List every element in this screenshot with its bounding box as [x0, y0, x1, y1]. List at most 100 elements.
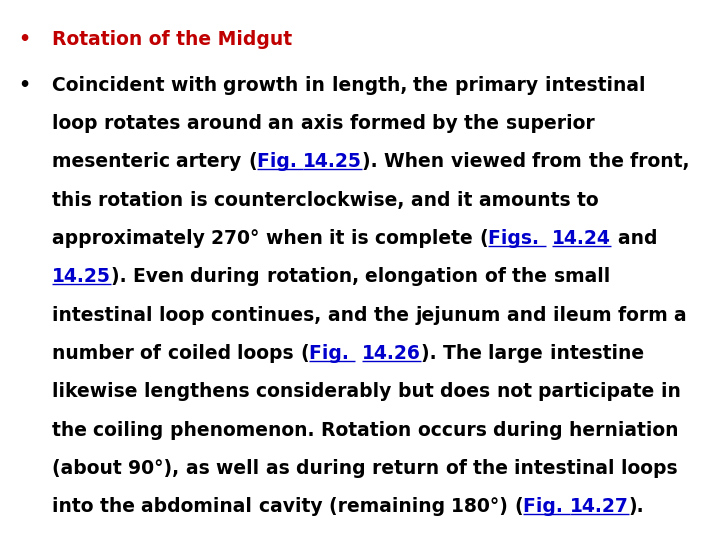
- Text: the: the: [589, 152, 630, 171]
- Text: ).: ).: [420, 344, 443, 363]
- Text: jejunum: jejunum: [415, 306, 507, 325]
- Text: the: the: [413, 76, 455, 94]
- Text: does: does: [440, 382, 497, 401]
- Text: the: the: [473, 459, 515, 478]
- Text: ileum: ileum: [553, 306, 618, 325]
- Text: complete: complete: [375, 229, 480, 248]
- Text: by: by: [432, 114, 464, 133]
- Text: in: in: [661, 382, 688, 401]
- Text: an: an: [269, 114, 301, 133]
- Text: phenomenon.: phenomenon.: [170, 421, 321, 440]
- Text: of: of: [485, 267, 512, 286]
- Text: around: around: [186, 114, 269, 133]
- Text: and: and: [411, 191, 456, 210]
- Text: Fig.: Fig.: [523, 497, 570, 516]
- Text: loop: loop: [52, 114, 104, 133]
- Text: with: with: [171, 76, 223, 94]
- Text: the: the: [52, 421, 94, 440]
- Text: 14.25: 14.25: [52, 267, 111, 286]
- Text: •: •: [18, 30, 30, 49]
- Text: but: but: [398, 382, 440, 401]
- Text: intestinal: intestinal: [515, 459, 621, 478]
- Text: into: into: [52, 497, 100, 516]
- Text: amounts: amounts: [479, 191, 577, 210]
- Text: 180°): 180°): [451, 497, 515, 516]
- Text: is: is: [351, 229, 375, 248]
- Text: When: When: [384, 152, 451, 171]
- Text: rotates: rotates: [104, 114, 186, 133]
- Text: formed: formed: [350, 114, 432, 133]
- Text: return: return: [372, 459, 446, 478]
- Text: 270°: 270°: [211, 229, 266, 248]
- Text: occurs: occurs: [418, 421, 493, 440]
- Text: during: during: [493, 421, 570, 440]
- Text: and: and: [507, 306, 553, 325]
- Text: Figs.: Figs.: [488, 229, 546, 248]
- Text: length,: length,: [332, 76, 413, 94]
- Text: and: and: [328, 306, 374, 325]
- Text: the: the: [464, 114, 506, 133]
- Text: 90°),: 90°),: [128, 459, 186, 478]
- Text: of: of: [140, 344, 168, 363]
- Text: mesenteric: mesenteric: [52, 152, 176, 171]
- Text: counterclockwise,: counterclockwise,: [214, 191, 411, 210]
- Text: (: (: [515, 497, 523, 516]
- Text: this: this: [52, 191, 98, 210]
- Text: viewed: viewed: [451, 152, 533, 171]
- Text: abdominal: abdominal: [141, 497, 258, 516]
- Text: well: well: [216, 459, 266, 478]
- Text: axis: axis: [301, 114, 350, 133]
- Text: 14.27: 14.27: [570, 497, 629, 516]
- Text: 14.26: 14.26: [362, 344, 420, 363]
- Text: considerably: considerably: [256, 382, 398, 401]
- Text: the: the: [512, 267, 554, 286]
- Text: continues,: continues,: [211, 306, 328, 325]
- Text: of: of: [446, 459, 473, 478]
- Text: to: to: [577, 191, 605, 210]
- Text: Even: Even: [133, 267, 191, 286]
- Text: 14.25: 14.25: [303, 152, 362, 171]
- Text: large: large: [488, 344, 549, 363]
- Text: a: a: [675, 306, 693, 325]
- Text: Fig.: Fig.: [257, 152, 303, 171]
- Text: 14.24: 14.24: [552, 229, 611, 248]
- Text: likewise: likewise: [52, 382, 144, 401]
- Text: elongation: elongation: [365, 267, 485, 286]
- Text: primary: primary: [455, 76, 544, 94]
- Text: from: from: [533, 152, 589, 171]
- Text: during: during: [296, 459, 372, 478]
- Text: loops: loops: [237, 344, 300, 363]
- Text: Coincident: Coincident: [52, 76, 171, 94]
- Text: herniation: herniation: [570, 421, 685, 440]
- Text: participate: participate: [539, 382, 661, 401]
- Text: rotation,: rotation,: [266, 267, 365, 286]
- Text: as: as: [266, 459, 296, 478]
- Text: loop: loop: [159, 306, 211, 325]
- Text: (: (: [300, 344, 309, 363]
- Text: not: not: [497, 382, 539, 401]
- Text: is: is: [190, 191, 214, 210]
- Text: Fig.: Fig.: [309, 344, 356, 363]
- Text: during: during: [191, 267, 266, 286]
- Text: artery: artery: [176, 152, 248, 171]
- Text: the: the: [374, 306, 415, 325]
- Text: loops: loops: [621, 459, 685, 478]
- Text: the: the: [100, 497, 141, 516]
- Text: small: small: [554, 267, 616, 286]
- Text: and: and: [618, 229, 664, 248]
- Text: (: (: [480, 229, 488, 248]
- Text: as: as: [186, 459, 216, 478]
- Text: coiling: coiling: [94, 421, 170, 440]
- Text: Rotation of the Midgut: Rotation of the Midgut: [52, 30, 292, 49]
- Text: intestinal: intestinal: [52, 306, 159, 325]
- Text: superior: superior: [506, 114, 601, 133]
- Text: (: (: [248, 152, 257, 171]
- Text: growth: growth: [223, 76, 305, 94]
- Text: ).: ).: [362, 152, 384, 171]
- Text: (remaining: (remaining: [329, 497, 451, 516]
- Text: The: The: [443, 344, 488, 363]
- Text: coiled: coiled: [168, 344, 237, 363]
- Text: Rotation: Rotation: [321, 421, 418, 440]
- Text: number: number: [52, 344, 140, 363]
- Text: ).: ).: [629, 497, 644, 516]
